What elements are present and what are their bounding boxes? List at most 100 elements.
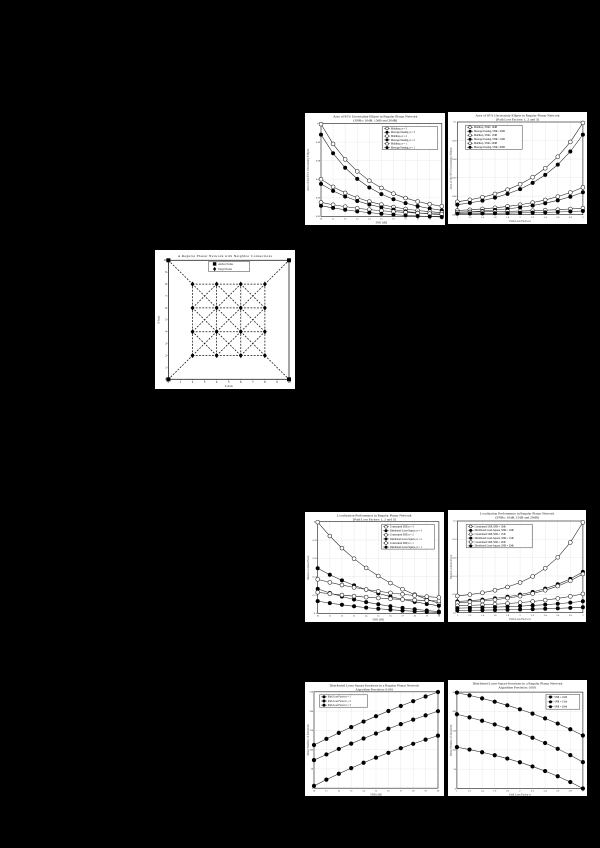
svg-text:Area of 95% Uncertainty Ellips: Area of 95% Uncertainty Ellipse in Regul… bbox=[476, 113, 560, 117]
svg-text:Constrained SDP, SNR = 10db: Constrained SDP, SNR = 10db bbox=[475, 525, 507, 528]
svg-text:Distributed Least-Square, n =: Distributed Least-Square, n = 2 bbox=[390, 538, 423, 541]
svg-text:2.4: 2.4 bbox=[544, 790, 548, 793]
svg-text:150: 150 bbox=[452, 729, 456, 732]
svg-text:10: 10 bbox=[288, 380, 292, 384]
svg-text:6: 6 bbox=[165, 306, 167, 310]
svg-text:8: 8 bbox=[264, 380, 266, 384]
svg-text:Mean Number of Iterations: Mean Number of Iterations bbox=[306, 723, 310, 755]
svg-text:12: 12 bbox=[341, 615, 344, 618]
svg-text:0.09: 0.09 bbox=[452, 139, 457, 142]
svg-text:1.2: 1.2 bbox=[469, 614, 473, 617]
svg-text:(Path Loss Factors: 1, 2 and 3: (Path Loss Factors: 1, 2 and 3) bbox=[353, 517, 396, 522]
svg-text:10: 10 bbox=[319, 217, 322, 220]
svg-text:Mean Location Error: Mean Location Error bbox=[449, 555, 453, 579]
svg-text:Distributed Least Square Itera: Distributed Least Square Iterations in a… bbox=[330, 683, 420, 687]
svg-text:11: 11 bbox=[329, 615, 332, 618]
svg-text:0: 0 bbox=[455, 787, 457, 790]
svg-text:17: 17 bbox=[404, 217, 407, 220]
svg-text:Constrained SDP, n = 2: Constrained SDP, n = 2 bbox=[390, 534, 414, 537]
svg-text:Path Loss Factor n = 3: Path Loss Factor n = 3 bbox=[328, 704, 352, 707]
svg-text:Distributed Least-Square, SNR: Distributed Least-Square, SNR = 20db bbox=[475, 545, 515, 548]
svg-text:2.2: 2.2 bbox=[531, 614, 535, 617]
svg-text:Message Passing, SNR= 15dB: Message Passing, SNR= 15dB bbox=[474, 138, 505, 141]
svg-text:1: 1 bbox=[456, 790, 458, 793]
svg-text:3: 3 bbox=[582, 790, 584, 793]
svg-text:20: 20 bbox=[438, 615, 441, 618]
svg-text:0.05: 0.05 bbox=[452, 213, 457, 216]
svg-text:1.8: 1.8 bbox=[506, 790, 510, 793]
svg-text:Constrained SDP, SNR = 20db: Constrained SDP, SNR = 20db bbox=[475, 541, 507, 544]
svg-text:0.05: 0.05 bbox=[315, 215, 320, 218]
svg-text:0.14: 0.14 bbox=[313, 576, 318, 579]
svg-text:2: 2 bbox=[520, 215, 522, 218]
svg-text:18: 18 bbox=[413, 615, 416, 618]
svg-text:1.8: 1.8 bbox=[506, 215, 510, 218]
svg-text:2: 2 bbox=[519, 790, 521, 793]
svg-text:Multihop, SNR= 15dB: Multihop, SNR= 15dB bbox=[474, 134, 497, 137]
svg-text:5: 5 bbox=[228, 380, 230, 384]
svg-text:20: 20 bbox=[437, 789, 440, 792]
svg-text:2.6: 2.6 bbox=[556, 215, 560, 218]
svg-text:Constrained SDP, SNR = 15db: Constrained SDP, SNR = 15db bbox=[475, 533, 507, 536]
svg-text:200: 200 bbox=[310, 710, 314, 713]
svg-text:10: 10 bbox=[164, 258, 168, 262]
svg-text:Target Nodes: Target Nodes bbox=[218, 268, 232, 271]
svg-text:9: 9 bbox=[165, 270, 167, 274]
svg-text:(SNRs: 10dB, 15dB and 20dB): (SNRs: 10dB, 15dB and 20dB) bbox=[496, 515, 539, 520]
svg-text:11: 11 bbox=[325, 789, 328, 792]
svg-text:14: 14 bbox=[368, 217, 371, 220]
svg-text:19: 19 bbox=[426, 615, 429, 618]
svg-text:12: 12 bbox=[338, 789, 341, 792]
svg-text:1.4: 1.4 bbox=[481, 215, 485, 218]
svg-text:0.14: 0.14 bbox=[453, 575, 458, 578]
svg-text:Distributed Least-Square, SNR: Distributed Least-Square, SNR = 10db bbox=[475, 529, 515, 532]
svg-text:Distributed Least-Square, n =: Distributed Least-Square, n = 1 bbox=[390, 546, 423, 549]
svg-text:2.8: 2.8 bbox=[569, 215, 573, 218]
svg-text:14: 14 bbox=[365, 615, 368, 618]
svg-text:4: 4 bbox=[216, 380, 218, 384]
svg-text:3: 3 bbox=[204, 380, 206, 384]
svg-text:2.2: 2.2 bbox=[531, 790, 535, 793]
svg-text:19: 19 bbox=[428, 217, 431, 220]
svg-text:12: 12 bbox=[343, 217, 346, 220]
svg-text:2.4: 2.4 bbox=[544, 215, 548, 218]
svg-text:13: 13 bbox=[353, 615, 356, 618]
svg-text:0.12: 0.12 bbox=[313, 594, 318, 597]
svg-text:0.1: 0.1 bbox=[314, 612, 318, 615]
svg-text:8: 8 bbox=[165, 282, 167, 286]
svg-text:9: 9 bbox=[276, 380, 278, 384]
svg-text:A Regular Planar Network with: A Regular Planar Network with Neighbor C… bbox=[178, 254, 273, 258]
svg-text:Message Passing, n = 3: Message Passing, n = 3 bbox=[390, 131, 415, 134]
svg-text:0.06: 0.06 bbox=[315, 196, 320, 199]
svg-text:0.16: 0.16 bbox=[313, 557, 318, 560]
svg-text:16: 16 bbox=[387, 789, 390, 792]
svg-text:Constrained SDP, n = 3: Constrained SDP, n = 3 bbox=[390, 526, 414, 529]
svg-text:100: 100 bbox=[452, 749, 456, 752]
svg-text:0: 0 bbox=[312, 787, 314, 790]
svg-text:16: 16 bbox=[392, 217, 395, 220]
svg-text:1.2: 1.2 bbox=[468, 790, 472, 793]
svg-text:10: 10 bbox=[317, 615, 320, 618]
svg-text:0.08: 0.08 bbox=[452, 158, 457, 161]
svg-text:7: 7 bbox=[252, 380, 254, 384]
svg-text:Y Axis: Y Axis bbox=[157, 315, 161, 324]
svg-text:15: 15 bbox=[380, 217, 383, 220]
svg-text:Mean Number of Iterations: Mean Number of Iterations bbox=[449, 724, 453, 756]
svg-text:1.6: 1.6 bbox=[493, 215, 497, 218]
svg-text:11: 11 bbox=[331, 217, 334, 220]
svg-text:2: 2 bbox=[192, 380, 194, 384]
svg-text:1.4: 1.4 bbox=[481, 614, 485, 617]
svg-text:150: 150 bbox=[310, 729, 314, 732]
svg-text:1.6: 1.6 bbox=[493, 790, 497, 793]
svg-text:SNR [dB]: SNR [dB] bbox=[372, 618, 384, 622]
svg-text:Anchor Nodes: Anchor Nodes bbox=[218, 263, 233, 266]
svg-text:50: 50 bbox=[454, 768, 457, 771]
svg-text:0.18: 0.18 bbox=[313, 539, 318, 542]
svg-text:Path Loss Factor n: Path Loss Factor n bbox=[510, 617, 532, 621]
svg-text:SNR [dB]: SNR [dB] bbox=[375, 220, 387, 224]
svg-text:(Path Loss Factors: 1, 2 and 3: (Path Loss Factors: 1, 2 and 3) bbox=[496, 117, 539, 122]
svg-text:0.2: 0.2 bbox=[454, 520, 458, 523]
svg-text:50: 50 bbox=[311, 768, 314, 771]
svg-text:X Axis: X Axis bbox=[225, 384, 234, 388]
svg-text:Localization Performance in Re: Localization Performance in Regular Plan… bbox=[337, 513, 412, 517]
